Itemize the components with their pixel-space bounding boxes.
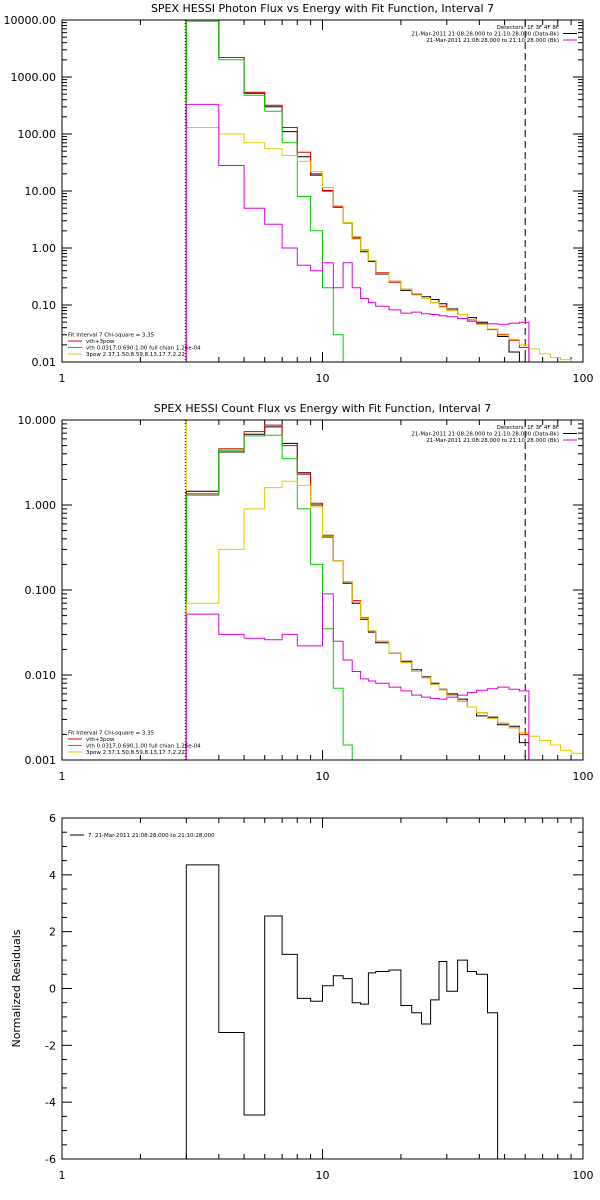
x-tick-label: 10 <box>316 770 330 783</box>
plot-area <box>184 20 583 362</box>
y-tick-label: 0.01 <box>32 356 57 369</box>
y-tick-label: 10000.00 <box>4 14 57 27</box>
photon-flux-panel: SPEX HESSI Photon Flux vs Energy with Fi… <box>4 2 594 385</box>
y-tick-label: 0 <box>49 983 56 996</box>
y-tick-label: 6 <box>49 812 56 825</box>
plot-frame <box>61 419 584 761</box>
legend-bottom-left-text: Fit Interval 7 Chi-square = 3.35 <box>68 731 155 737</box>
y-tick-label: -6 <box>45 1153 56 1166</box>
legend-bottom-left-text: vth 0.0317,0.690,1.00 full chian 1.26e-0… <box>86 346 201 352</box>
x-tick-label: 10 <box>316 372 330 385</box>
series-line <box>185 424 530 760</box>
legend-bottom-left-text: 3pow 2.37,1.50,8.59,8.13,17.7,2.22 <box>86 352 185 358</box>
series-line <box>185 20 530 362</box>
legend-bottom-left-text: vth+3pow <box>86 737 115 743</box>
y-tick-label: 0.100 <box>25 584 57 597</box>
series-line <box>185 426 530 760</box>
y-tick-label: 1000.00 <box>11 71 57 84</box>
series-line <box>185 127 583 362</box>
legend-top-right-text: 21-Mar-2011 21:08:28.000 to 21:10:28.000… <box>411 32 559 38</box>
series-line <box>185 864 499 1159</box>
chart-title: SPEX HESSI Photon Flux vs Energy with Fi… <box>151 2 494 15</box>
y-tick-label: -2 <box>45 1039 56 1052</box>
x-tick-label: 100 <box>573 1169 594 1182</box>
legend-top-right-text: 21-Mar-2011 21:08:28.000 to 21:10:28.000… <box>426 38 559 44</box>
y-tick-label: 1.000 <box>25 499 57 512</box>
plot-area <box>184 420 583 760</box>
x-tick-label: 1 <box>59 372 66 385</box>
legend-top-right-text: Detectors: 1F 3F 4F 8F <box>497 25 559 31</box>
series-line <box>185 103 530 362</box>
legend-bottom-left-text: Fit Interval 7 Chi-square = 3.35 <box>68 333 155 339</box>
y-tick-label: 10.00 <box>25 185 57 198</box>
plot-area <box>185 864 499 1159</box>
series-line <box>185 20 520 362</box>
legend-bottom-left-text: vth 0.0317,0.690,1.00 full chian 1.26e-0… <box>86 744 201 750</box>
y-axis-label: Normalized Residuals <box>10 929 23 1047</box>
series-line <box>185 20 344 362</box>
x-tick-label: 1 <box>59 770 66 783</box>
legend-top-left-text: 7. 21-Mar-2011 21:08:28.000 to 21:10:28.… <box>88 833 215 839</box>
x-tick-label: 100 <box>573 770 594 783</box>
chart-title: SPEX HESSI Count Flux vs Energy with Fit… <box>154 402 491 415</box>
series-line <box>185 593 530 760</box>
count-flux-panel: SPEX HESSI Count Flux vs Energy with Fit… <box>18 402 594 783</box>
plot-frame <box>61 817 584 1160</box>
y-tick-label: 10.000 <box>18 414 57 427</box>
y-tick-label: -4 <box>45 1096 56 1109</box>
y-tick-label: 4 <box>49 869 56 882</box>
x-tick-label: 10 <box>316 1169 330 1182</box>
y-tick-label: 1.00 <box>32 242 57 255</box>
legend-top-right-text: 21-Mar-2011 21:08:28.000 to 21:10:28.000… <box>411 432 559 438</box>
residuals-panel: 1 10 100 -6 -4 -2 0 2 4 6 Normalized Residuals 7. 2… <box>10 812 594 1182</box>
legend-bottom-left-text: 3pow 2.37,1.50,8.59,8.13,17.7,2.22 <box>86 750 185 756</box>
legend-top-right-text: Detectors: 1F 3F 4F 8F <box>497 425 559 431</box>
series-line <box>185 434 353 760</box>
y-tick-label: 0.10 <box>32 299 57 312</box>
y-tick-label: 0.010 <box>25 669 57 682</box>
legend-top-right-text: 21-Mar-2011 21:08:28.000 to 21:10:28.000… <box>426 438 559 444</box>
legend-bottom-left-text: vth+3pow <box>86 339 115 345</box>
series-line <box>185 480 583 760</box>
y-tick-label: 2 <box>49 926 56 939</box>
x-tick-label: 100 <box>573 372 594 385</box>
y-tick-label: 0.001 <box>25 754 57 767</box>
y-tick-label: 100.00 <box>18 128 57 141</box>
x-tick-label: 1 <box>59 1169 66 1182</box>
plot-frame <box>61 19 584 363</box>
